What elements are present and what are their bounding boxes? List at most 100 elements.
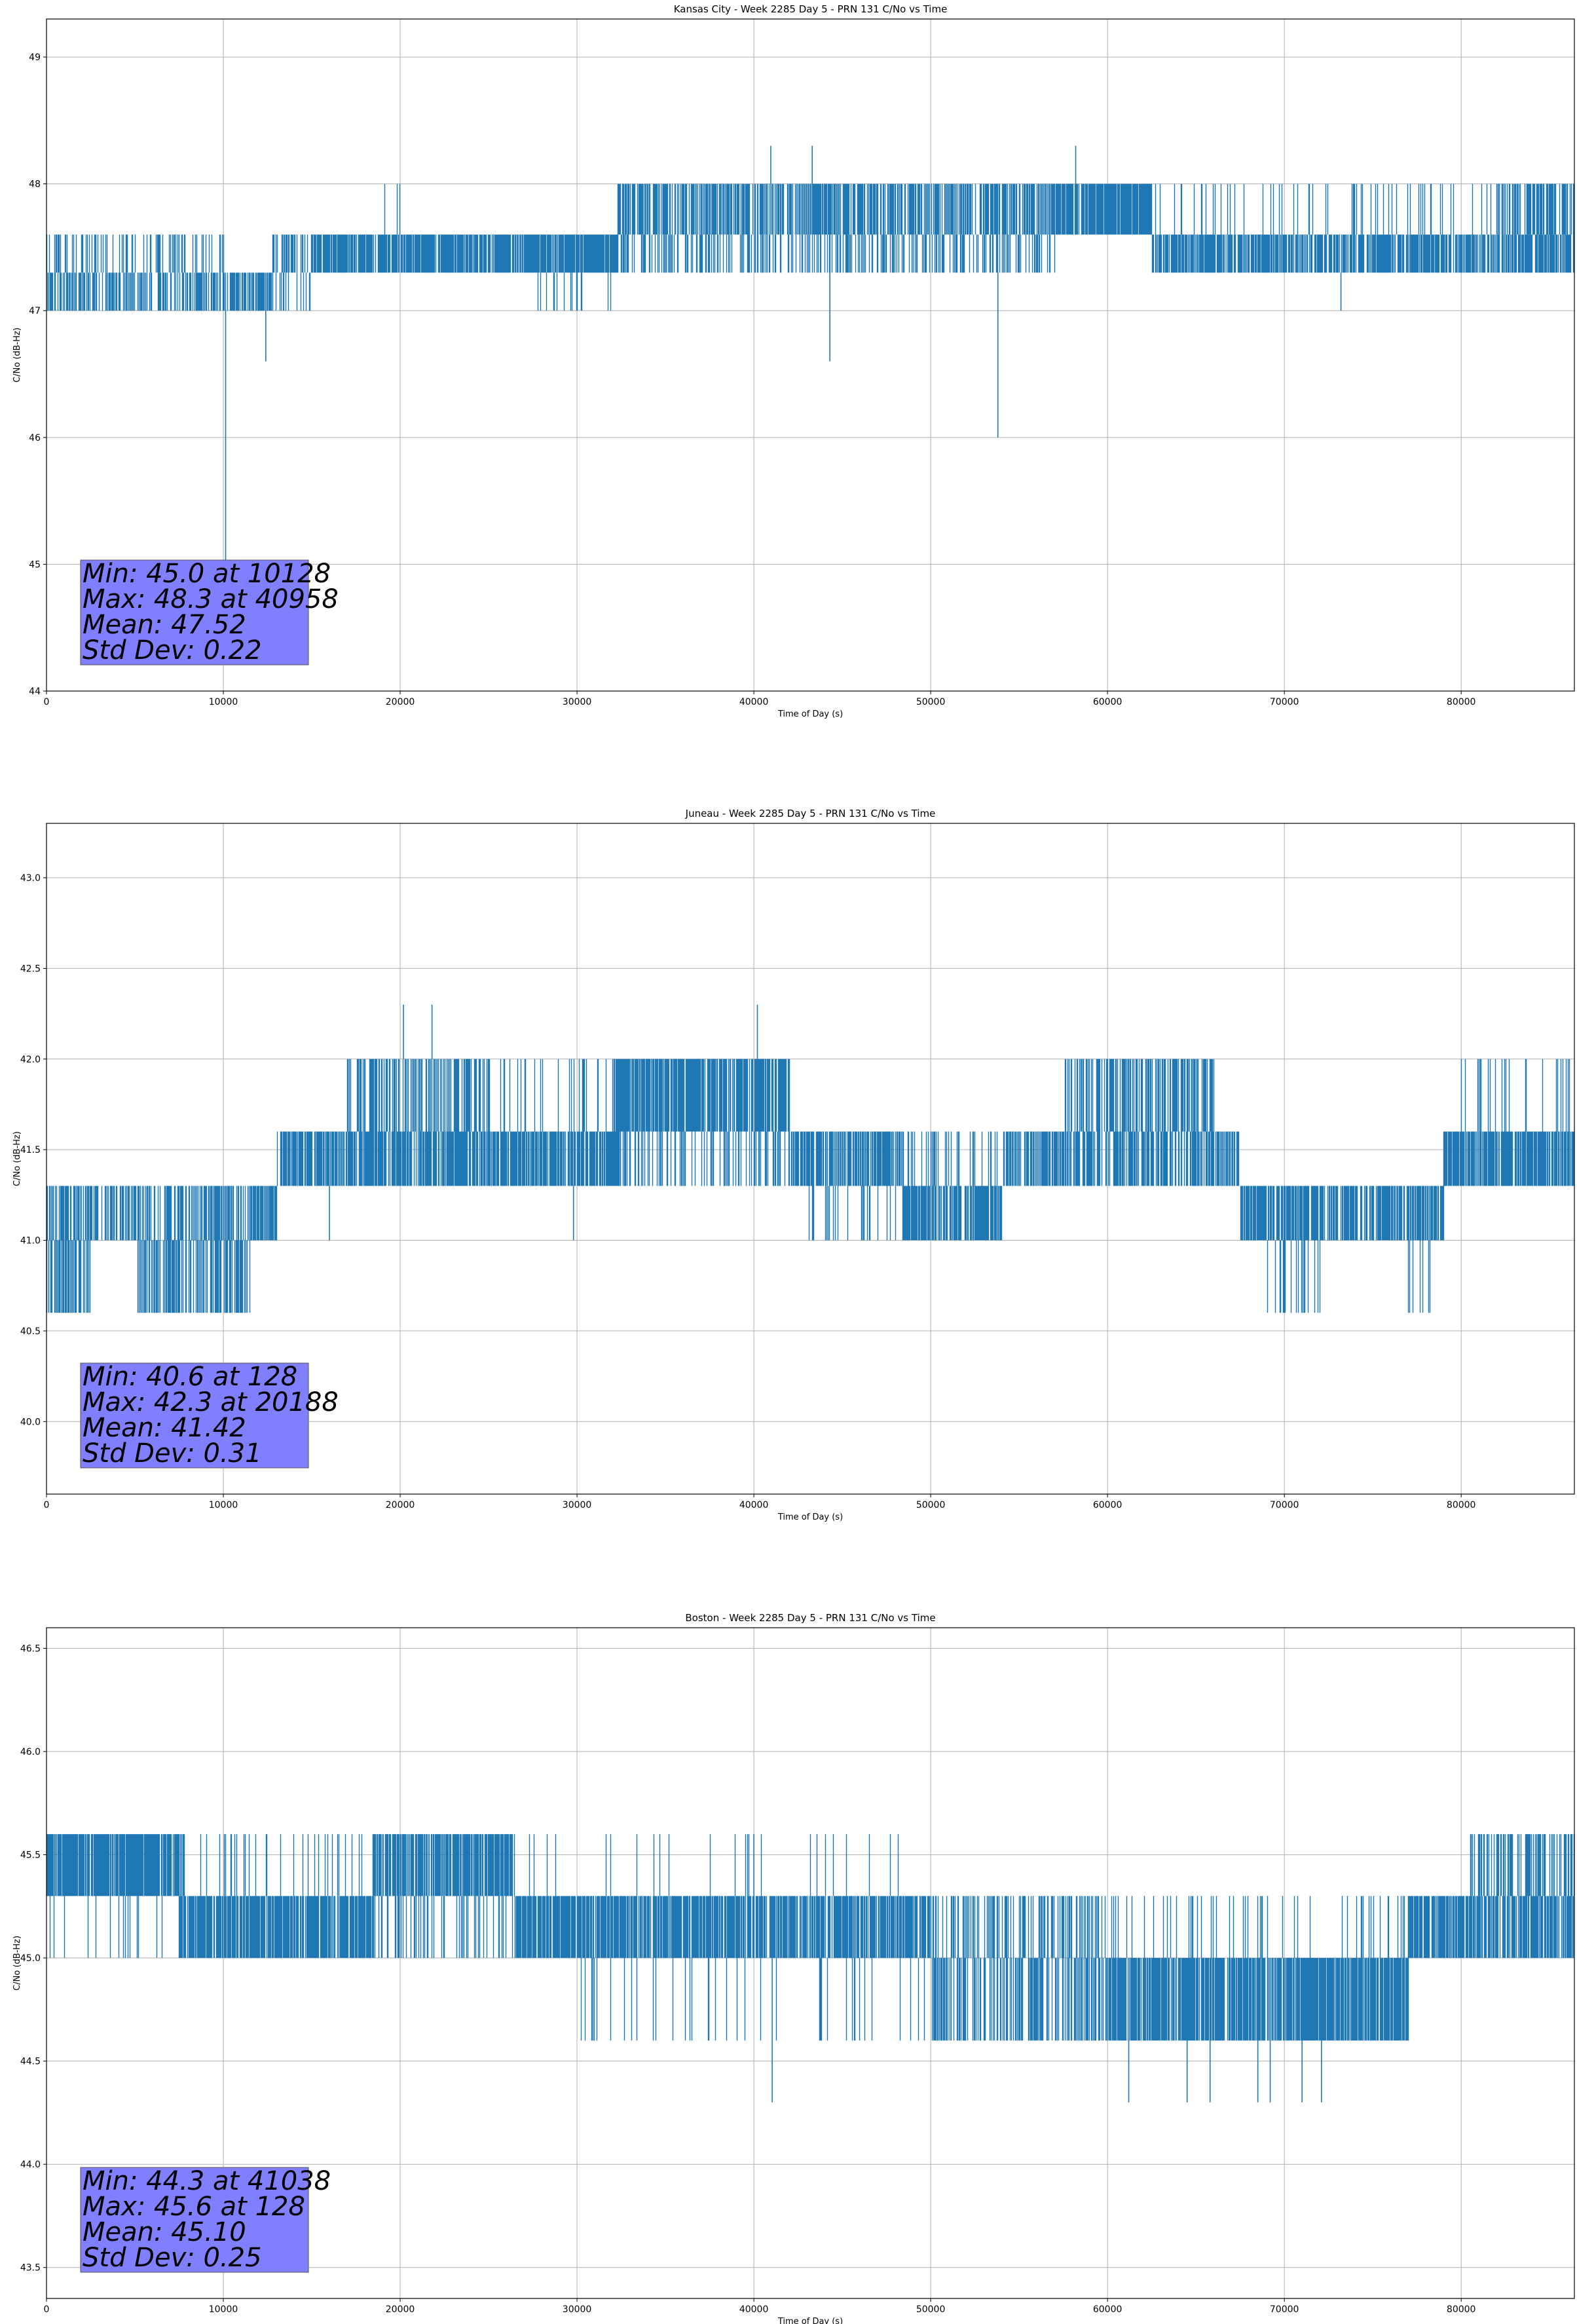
series-band (1054, 183, 1153, 235)
x-tick-label: 10000 (209, 1500, 238, 1510)
y-tick-label: 47 (29, 306, 41, 316)
y-tick-label: 44.0 (20, 2160, 41, 2170)
series-band (612, 1059, 790, 1132)
x-axis-label: Time of Day (s) (777, 1512, 843, 1522)
series-band (489, 1059, 607, 1132)
series-band (137, 1240, 251, 1313)
x-tick-label: 50000 (916, 697, 946, 707)
stats-line: Min: 40.6 at 128 (83, 1362, 297, 1392)
series-band (276, 1131, 622, 1186)
data-series (46, 145, 1574, 565)
series-band (580, 1958, 925, 2041)
y-tick-label: 44 (29, 686, 41, 697)
x-tick-label: 40000 (739, 2304, 769, 2315)
series-band (46, 1240, 91, 1313)
x-axis-label: Time of Day (s) (777, 2317, 843, 2324)
stats-line: Min: 44.3 at 41038 (83, 2166, 331, 2196)
x-tick-label: 20000 (386, 2304, 415, 2315)
x-tick-label: 30000 (563, 2304, 592, 2315)
series-band (612, 1131, 790, 1186)
series-band (790, 1131, 904, 1186)
x-tick-label: 10000 (209, 697, 238, 707)
y-tick-label: 49 (29, 52, 41, 63)
chart-3: Boston - Week 2285 Day 5 - PRN 131 C/No … (12, 1612, 1575, 2324)
stats-line: Min: 45.0 at 10128 (83, 559, 331, 589)
series-band (311, 234, 619, 273)
stats-line: Max: 45.6 at 128 (83, 2192, 305, 2222)
y-tick-label: 45.5 (20, 1850, 41, 1861)
series-band (1407, 1240, 1431, 1313)
axes-frame (46, 1627, 1575, 2299)
series-band (179, 1834, 374, 1896)
series-band (374, 1896, 516, 1959)
chart-title: Boston - Week 2285 Day 5 - PRN 131 C/No … (685, 1612, 935, 1624)
series-band (1443, 1131, 1574, 1186)
x-tick-label: 50000 (916, 2304, 946, 2315)
y-tick-label: 46.5 (20, 1644, 41, 1655)
stats-line: Mean: 41.42 (83, 1413, 246, 1443)
data-series (46, 1834, 1574, 2103)
series-band (969, 234, 1056, 273)
series-band (1240, 1186, 1445, 1241)
x-tick-label: 60000 (1093, 2304, 1122, 2315)
series-band (346, 1059, 490, 1132)
series-band (250, 1186, 278, 1241)
data-series (46, 1004, 1574, 1313)
series-band (373, 1834, 515, 1896)
series-band (1267, 1240, 1321, 1313)
y-tick-label: 44.5 (20, 2057, 41, 2067)
x-tick-label: 20000 (386, 697, 415, 707)
series-band (931, 1958, 1109, 2041)
series-band (275, 272, 311, 311)
y-tick-label: 42.5 (20, 964, 41, 974)
stats-line: Std Dev: 0.31 (83, 1438, 262, 1469)
x-tick-label: 70000 (1270, 697, 1299, 707)
x-axis-label: Time of Day (s) (777, 709, 843, 719)
series-band (966, 183, 1055, 235)
chart-2: Juneau - Week 2285 Day 5 - PRN 131 C/No … (12, 808, 1575, 1522)
x-tick-label: 50000 (916, 1500, 946, 1510)
series-band (49, 1896, 163, 1959)
series-band (808, 1186, 904, 1241)
y-tick-label: 45.0 (20, 1953, 41, 1964)
series-band (1155, 183, 1574, 235)
y-tick-label: 41.5 (20, 1145, 41, 1155)
x-tick-label: 70000 (1270, 2304, 1299, 2315)
x-tick-label: 0 (44, 1500, 50, 1510)
series-band (46, 234, 225, 273)
y-tick-label: 42.0 (20, 1055, 41, 1065)
stats-line: Std Dev: 0.22 (83, 635, 262, 665)
grid-lines (46, 19, 1574, 692)
y-tick-label: 48 (29, 179, 41, 190)
x-tick-label: 80000 (1447, 697, 1476, 707)
stats-line: Max: 42.3 at 20188 (83, 1387, 339, 1417)
series-band (46, 272, 224, 311)
x-tick-label: 40000 (739, 1500, 769, 1510)
series-band (617, 234, 965, 273)
x-tick-label: 80000 (1447, 1500, 1476, 1510)
x-tick-label: 30000 (563, 1500, 592, 1510)
series-band (1407, 1896, 1574, 1959)
x-tick-label: 0 (44, 2304, 50, 2315)
series-band (1003, 1131, 1240, 1186)
series-band (223, 272, 274, 311)
y-axis-label: C/No (dB-Hz) (12, 1131, 22, 1186)
series-band (46, 1834, 180, 1896)
series-band (1064, 1059, 1215, 1132)
series-band (1151, 234, 1574, 273)
series-band (272, 234, 313, 273)
x-tick-label: 40000 (739, 697, 769, 707)
series-band (1470, 1834, 1574, 1896)
x-tick-label: 80000 (1447, 2304, 1476, 2315)
series-band (384, 183, 401, 235)
series-band (903, 1186, 1003, 1241)
x-tick-label: 10000 (209, 2304, 238, 2315)
stats-line: Mean: 47.52 (83, 610, 246, 640)
y-tick-label: 45 (29, 559, 41, 570)
chart-1: Kansas City - Week 2285 Day 5 - PRN 131 … (12, 3, 1575, 719)
chart-title: Juneau - Week 2285 Day 5 - PRN 131 C/No … (685, 808, 936, 819)
y-tick-label: 40.5 (20, 1326, 41, 1337)
series-band (1111, 1896, 1409, 1959)
y-tick-label: 43.5 (20, 2263, 41, 2274)
